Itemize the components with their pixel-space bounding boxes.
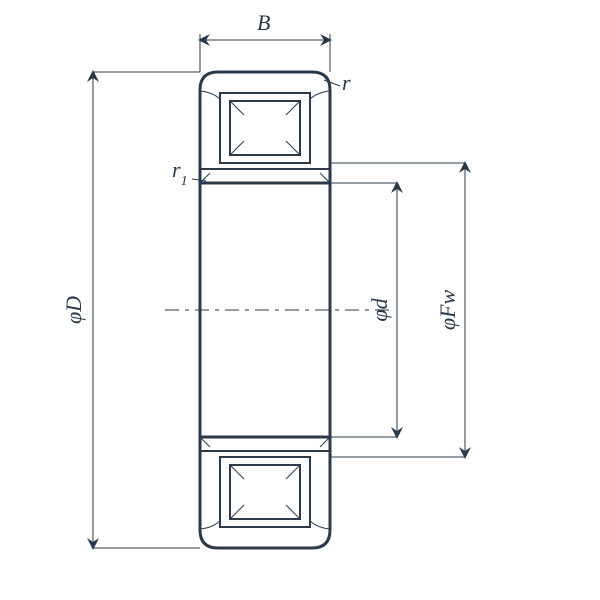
label-phiD: φD <box>61 296 86 324</box>
label-r1: r1 <box>172 157 188 189</box>
label-phid: φd <box>367 297 392 321</box>
label-r: r <box>342 70 351 95</box>
drawing-layer: Br r1 φD φd φFw <box>61 10 465 548</box>
label-B: B <box>257 10 270 35</box>
label-phiFw: φFw <box>435 290 460 331</box>
bearing-cross-section-diagram: Br r1 φD φd φFw <box>0 0 600 600</box>
